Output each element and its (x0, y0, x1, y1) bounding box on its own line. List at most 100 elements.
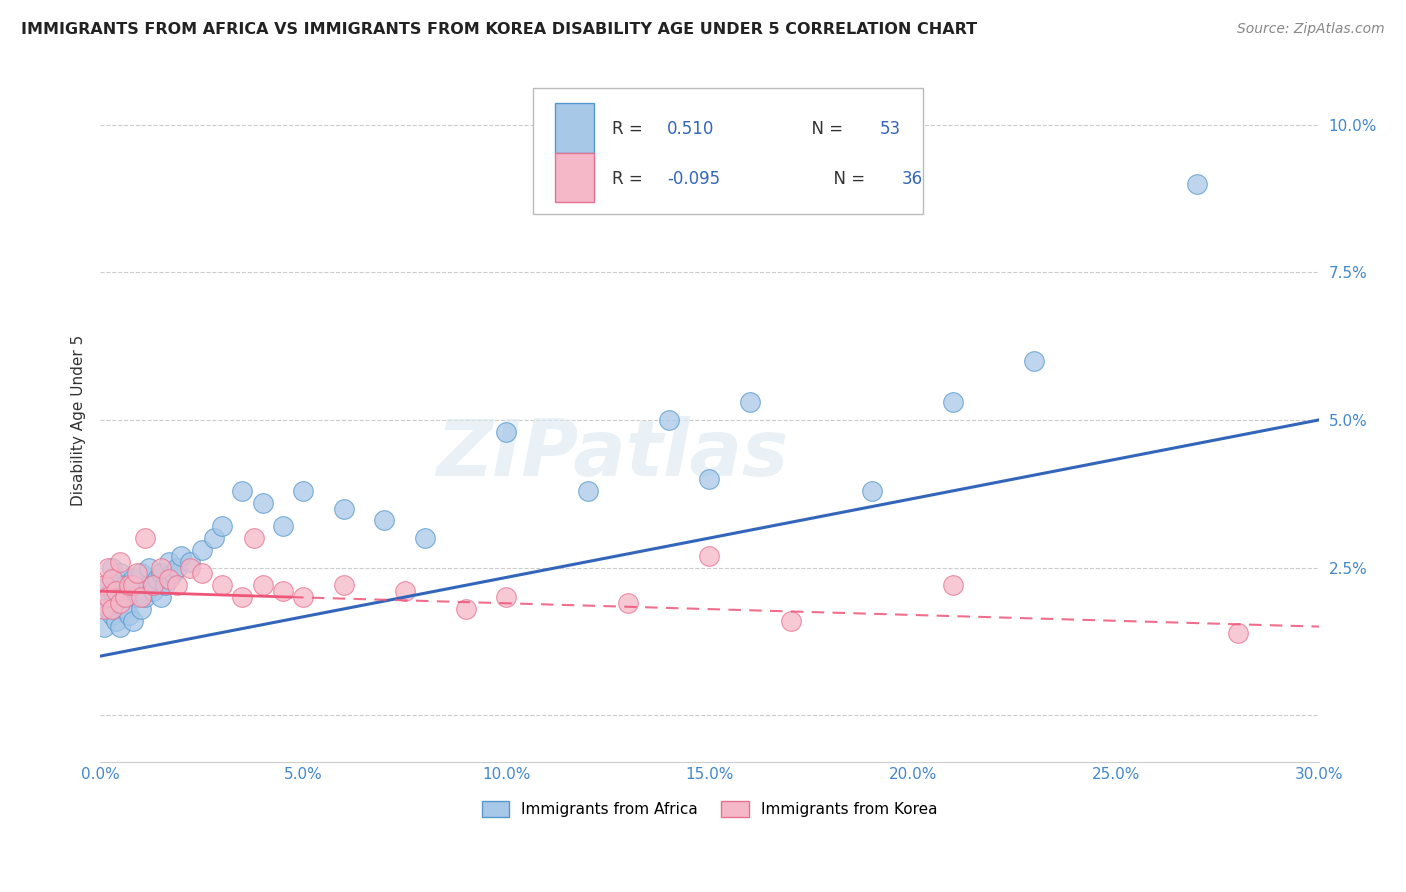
Text: Source: ZipAtlas.com: Source: ZipAtlas.com (1237, 22, 1385, 37)
Point (942, 578, 965, 592)
Point (170, 549, 193, 563)
Point (101, 573, 124, 587)
Point (658, 413, 681, 427)
Text: N =: N = (801, 120, 848, 138)
Legend: Immigrants from Africa, Immigrants from Korea: Immigrants from Africa, Immigrants from … (475, 795, 943, 823)
Point (150, 566, 173, 581)
Point (101, 607, 124, 622)
Point (190, 566, 212, 581)
Point (117, 584, 139, 599)
Point (1024, 354, 1046, 368)
Point (110, 619, 132, 633)
Point (202, 531, 225, 545)
Point (105, 614, 128, 628)
Text: 0.510: 0.510 (666, 120, 714, 138)
Point (150, 590, 173, 604)
Point (110, 596, 132, 610)
Point (121, 573, 143, 587)
Point (146, 573, 169, 587)
Point (231, 590, 253, 604)
Point (101, 560, 124, 574)
Point (166, 578, 188, 592)
Point (134, 531, 156, 545)
Point (117, 578, 139, 592)
Point (97, 578, 120, 592)
FancyBboxPatch shape (555, 153, 593, 202)
Point (114, 590, 136, 604)
Point (110, 590, 132, 604)
Point (110, 566, 132, 581)
Point (105, 584, 128, 599)
Point (333, 501, 356, 516)
Point (1185, 177, 1208, 191)
Point (121, 578, 143, 592)
Point (97, 602, 120, 616)
Point (292, 590, 315, 604)
Text: ZIPatlas: ZIPatlas (436, 417, 789, 492)
Point (97, 560, 120, 574)
Point (190, 542, 212, 557)
Point (179, 555, 201, 569)
Point (101, 602, 124, 616)
Point (129, 602, 152, 616)
Point (454, 602, 477, 616)
Point (179, 560, 201, 574)
Point (129, 566, 152, 581)
Point (105, 573, 128, 587)
Point (157, 555, 180, 569)
Point (150, 560, 173, 574)
Point (699, 472, 721, 486)
Text: 36: 36 (903, 169, 924, 188)
Point (114, 578, 136, 592)
Point (942, 395, 965, 409)
Text: N =: N = (823, 169, 870, 188)
Point (271, 584, 294, 599)
Point (93, 602, 115, 616)
Point (129, 590, 152, 604)
Text: -0.095: -0.095 (666, 169, 720, 188)
Point (271, 519, 294, 533)
Point (138, 560, 160, 574)
Point (110, 555, 132, 569)
Point (394, 584, 416, 599)
Point (117, 607, 139, 622)
Point (153, 578, 176, 592)
Point (252, 495, 274, 509)
Point (413, 531, 436, 545)
Point (495, 425, 517, 439)
Point (142, 578, 165, 592)
Point (114, 602, 136, 616)
Y-axis label: Disability Age Under 5: Disability Age Under 5 (72, 334, 86, 506)
Point (292, 483, 315, 498)
Point (93, 590, 115, 604)
Point (699, 549, 721, 563)
Point (617, 596, 640, 610)
Point (142, 584, 165, 599)
Point (373, 513, 395, 527)
Point (740, 395, 762, 409)
Point (1226, 625, 1249, 640)
Point (162, 566, 184, 581)
Text: 53: 53 (880, 120, 901, 138)
Point (101, 584, 124, 599)
Point (93, 619, 115, 633)
Point (576, 483, 599, 498)
FancyBboxPatch shape (555, 103, 593, 153)
Point (211, 519, 233, 533)
Point (121, 614, 143, 628)
Point (243, 531, 266, 545)
Point (211, 578, 233, 592)
Point (333, 578, 356, 592)
FancyBboxPatch shape (533, 87, 922, 214)
Text: R =: R = (612, 169, 648, 188)
Point (125, 566, 148, 581)
Text: R =: R = (612, 120, 648, 138)
Point (97, 590, 120, 604)
Point (231, 483, 253, 498)
Point (157, 573, 180, 587)
Point (138, 578, 160, 592)
Point (495, 590, 517, 604)
Point (125, 590, 148, 604)
Text: IMMIGRANTS FROM AFRICA VS IMMIGRANTS FROM KOREA DISABILITY AGE UNDER 5 CORRELATI: IMMIGRANTS FROM AFRICA VS IMMIGRANTS FRO… (21, 22, 977, 37)
Point (166, 560, 188, 574)
